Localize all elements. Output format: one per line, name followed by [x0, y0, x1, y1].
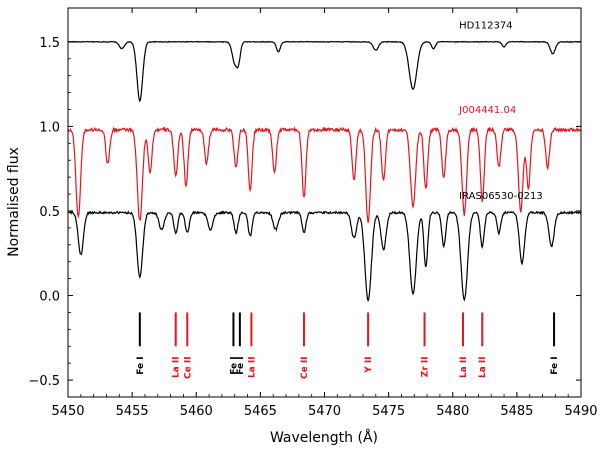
- line-id-label: Fe I: [550, 356, 560, 374]
- series-labels-layer: HD112374 J004441.04 IRAS06530-0213: [458, 20, 543, 202]
- x-tick-label: 5460: [180, 404, 213, 419]
- x-axis-label: Wavelength (Å): [270, 429, 378, 446]
- x-tick-label: 5450: [51, 404, 84, 419]
- x-tick-label: 5490: [564, 404, 597, 419]
- line-id-label: Fe I: [236, 356, 246, 374]
- line-id-label: Zr II: [421, 356, 431, 377]
- y-tick-label: −0.5: [28, 374, 60, 389]
- x-tick-label: 5465: [244, 404, 277, 419]
- y-tick-label: 1.0: [39, 120, 60, 135]
- y-axis: −0.5 0.0 0.5 1.0 1.5: [28, 36, 581, 389]
- x-tick-label: 5470: [308, 404, 341, 419]
- series-label: J004441.04: [458, 105, 516, 116]
- line-id-label: Ce II: [183, 356, 193, 379]
- series-label: IRAS06530-0213: [459, 191, 543, 202]
- x-axis: 5450 5455 5460 5465 5470 5475 5480 5485 5490: [51, 8, 598, 419]
- line-id-label: La II: [247, 356, 257, 378]
- x-tick-label: 5475: [372, 404, 405, 419]
- x-tick-label: 5480: [436, 404, 469, 419]
- y-tick-label: 0.5: [39, 205, 60, 220]
- y-axis-label: Normalised flux: [6, 147, 22, 257]
- line-id-label: La II: [459, 356, 469, 378]
- line-id-label: Y II: [364, 356, 374, 373]
- series-layer: [67, 40, 582, 302]
- line-id-label: Fe I: [229, 356, 239, 374]
- line-id-label: Fe I: [136, 356, 146, 374]
- y-tick-label: 1.5: [39, 36, 60, 51]
- series-line: [67, 210, 582, 302]
- x-tick-label: 5485: [500, 404, 533, 419]
- line-id-label: La II: [478, 356, 488, 378]
- plot-background: [68, 8, 581, 397]
- line-id-label: Ce II: [300, 356, 310, 379]
- y-tick-label: 0.0: [39, 290, 60, 305]
- x-tick-label: 5455: [116, 404, 149, 419]
- line-identification-layer: Fe I La II Ce II Fe IFe I La II Ce II Y II Zr I…: [136, 312, 560, 379]
- series-line: [67, 40, 582, 103]
- line-id-label: La II: [172, 356, 182, 378]
- series-line: [67, 125, 582, 223]
- series-label: HD112374: [459, 20, 512, 31]
